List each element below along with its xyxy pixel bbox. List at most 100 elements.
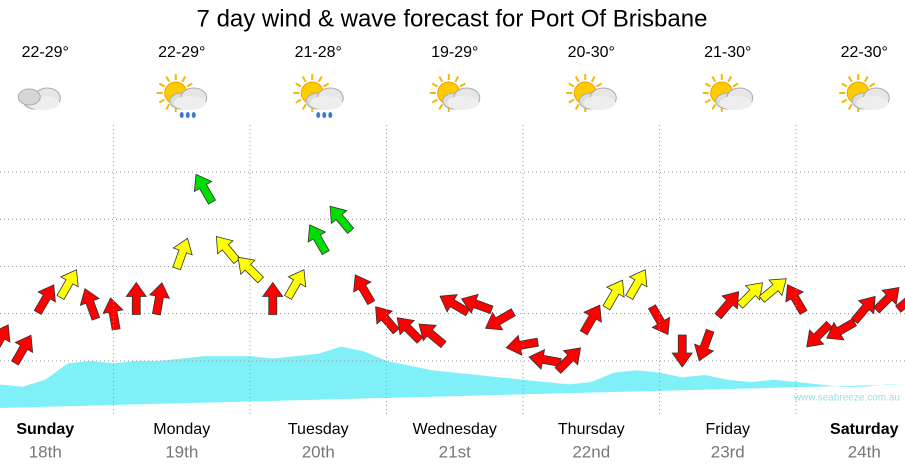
sun-ray	[301, 103, 307, 110]
sun-ray	[841, 82, 848, 88]
wind-arrow	[353, 274, 376, 306]
sun-ray	[863, 76, 869, 83]
weather-icon	[293, 74, 344, 118]
wind-arrow	[647, 304, 671, 336]
cloud	[446, 96, 479, 110]
wind-arrow	[418, 323, 447, 349]
day-date: 23rd	[711, 442, 745, 461]
rain-drop	[316, 112, 321, 118]
temperature: 21-30°	[704, 44, 751, 61]
cloud	[583, 96, 616, 110]
rain-drop	[185, 112, 190, 118]
sun-ray	[181, 76, 187, 83]
sun-ray	[704, 82, 711, 88]
sun-ray	[847, 103, 853, 110]
cloud	[719, 96, 752, 110]
weather-icon	[839, 74, 890, 112]
day-date: 18th	[29, 442, 62, 461]
wind-arrow	[375, 306, 400, 335]
temperature: 19-29°	[431, 44, 478, 61]
cloud	[310, 96, 343, 110]
sun-ray	[568, 82, 575, 88]
wind-arrow	[460, 293, 494, 315]
sun-ray	[574, 76, 580, 83]
wind-arrow	[505, 334, 539, 356]
wind-arrow	[579, 304, 602, 336]
sun-ray	[438, 76, 444, 83]
weather-icon	[429, 74, 481, 112]
day-date: 20th	[302, 442, 335, 461]
temperature: 21-28°	[295, 44, 342, 61]
wind-arrow	[102, 297, 124, 331]
wind-arrow	[329, 205, 355, 234]
sun-ray	[847, 76, 853, 83]
sun-ray	[596, 82, 603, 88]
day-name: Thursday	[558, 421, 625, 438]
wind-arrow	[671, 334, 694, 368]
wind-arrow	[736, 282, 764, 309]
sun-ray	[869, 82, 876, 88]
sun-ray	[186, 82, 193, 88]
day-date: 22nd	[572, 442, 610, 461]
weather-icon	[17, 87, 61, 110]
wind-arrow	[307, 224, 330, 256]
wind-arrow	[625, 269, 648, 300]
sun-ray	[158, 82, 165, 88]
rain-drop	[179, 112, 184, 118]
wind-arrow	[125, 281, 148, 315]
wind-arrow	[33, 284, 56, 316]
plot-area	[0, 171, 905, 408]
rain-drop	[328, 112, 333, 118]
temperature: 22-30°	[841, 44, 888, 61]
wind-arrow	[10, 334, 34, 366]
wind-arrow	[758, 278, 787, 303]
wind-arrow	[554, 347, 582, 374]
sun-ray	[317, 76, 323, 83]
day-name: Friday	[706, 421, 750, 438]
wind-arrow	[826, 318, 858, 341]
wind-arrow	[193, 173, 217, 205]
rain-drop	[191, 112, 196, 118]
sun-ray	[732, 82, 739, 88]
sun-ray	[574, 103, 580, 110]
wind-arrow	[850, 295, 876, 325]
sun-ray	[295, 82, 302, 88]
weather-icon	[566, 74, 617, 112]
temperature: 20-30°	[568, 44, 615, 61]
sun-ray	[711, 103, 717, 110]
wind-arrow	[714, 291, 740, 320]
day-name: Sunday	[16, 421, 74, 438]
sun-ray	[727, 76, 733, 83]
wind-arrow	[148, 282, 171, 316]
wind-arrow	[283, 269, 307, 300]
wind-arrow	[872, 287, 900, 314]
wind-arrow	[237, 256, 265, 284]
sun-ray	[431, 82, 438, 88]
temperature: 22-29°	[22, 44, 69, 61]
wind-arrow	[215, 235, 241, 265]
day-date: 21st	[439, 442, 471, 461]
sun-ray	[295, 98, 302, 104]
rain-drop	[322, 112, 327, 118]
day-date: 19th	[165, 442, 198, 461]
sun-ray	[704, 98, 711, 104]
sun-ray	[459, 82, 466, 88]
day-name: Tuesday	[288, 421, 349, 438]
chart-title: 7 day wind & wave forecast for Port Of B…	[197, 5, 708, 32]
watermark: www.seabreeze.com.au	[793, 393, 900, 404]
wind-arrow	[0, 324, 11, 356]
wind-arrow	[56, 269, 79, 300]
sun-ray	[165, 103, 171, 110]
day-name: Monday	[153, 421, 210, 438]
day-date: 24th	[848, 442, 881, 461]
day-name: Saturday	[830, 421, 899, 438]
wind-arrow	[396, 317, 424, 344]
temperature: 22-29°	[158, 44, 205, 61]
sun-ray	[158, 98, 165, 104]
wind-arrow	[439, 294, 471, 317]
wind-arrow	[261, 281, 284, 315]
wind-arrow	[895, 288, 905, 313]
sun-ray	[841, 98, 848, 104]
wind-arrow	[785, 284, 808, 316]
